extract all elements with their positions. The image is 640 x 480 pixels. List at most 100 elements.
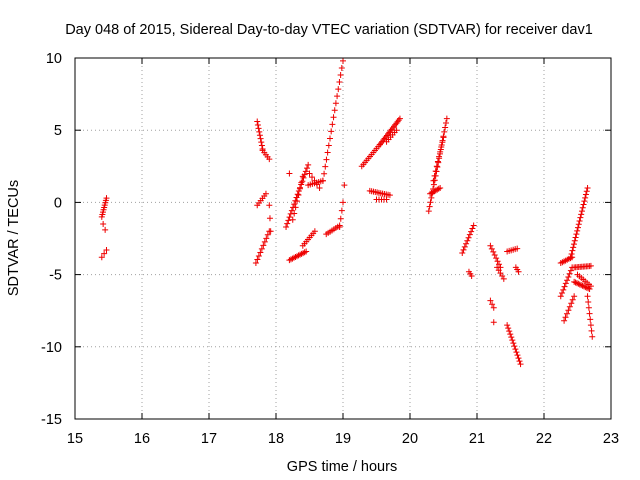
data-point <box>322 163 329 170</box>
data-point <box>340 57 346 64</box>
data-point <box>255 125 262 132</box>
data-point <box>316 184 323 191</box>
data-point <box>568 300 575 307</box>
data-point <box>264 231 271 238</box>
data-point <box>569 247 576 254</box>
data-point <box>396 115 403 122</box>
data-point <box>101 250 108 257</box>
data-point <box>103 247 110 254</box>
data-point <box>569 296 576 303</box>
data-point <box>284 220 291 227</box>
data-point <box>311 228 318 235</box>
data-point <box>433 163 440 170</box>
data-point <box>587 283 594 290</box>
data-point <box>262 190 269 197</box>
data-point <box>260 242 267 249</box>
data-point <box>562 314 569 321</box>
data-point <box>576 281 583 288</box>
data-point <box>258 142 265 149</box>
data-point <box>324 149 331 156</box>
data-point <box>487 297 494 304</box>
data-point <box>289 216 296 223</box>
data-point <box>266 215 273 222</box>
data-point <box>332 100 339 107</box>
data-point <box>294 191 301 198</box>
data-point <box>337 71 344 78</box>
data-point <box>589 333 596 340</box>
data-point <box>561 317 568 324</box>
data-point <box>560 286 567 293</box>
x-tick-label: 20 <box>402 431 418 447</box>
x-axis-label: GPS time / hours <box>287 459 397 475</box>
data-point <box>588 327 595 334</box>
data-point <box>427 199 434 206</box>
data-point <box>500 275 507 282</box>
data-point <box>514 352 521 359</box>
data-point <box>517 361 524 368</box>
data-point <box>571 293 578 300</box>
data-point <box>575 221 582 228</box>
x-tick-label: 17 <box>201 431 217 447</box>
data-point <box>567 254 574 261</box>
data-point <box>587 316 594 323</box>
data-point <box>587 322 594 329</box>
data-point <box>426 203 433 210</box>
data-point <box>566 303 573 310</box>
data-point <box>572 234 579 241</box>
data-point <box>468 273 475 280</box>
data-point <box>490 319 497 326</box>
data-point <box>577 214 584 221</box>
y-tick-label: 10 <box>46 51 62 67</box>
data-point <box>574 227 581 234</box>
data-point <box>326 135 333 142</box>
x-tick-label: 19 <box>335 431 351 447</box>
data-point <box>303 248 310 255</box>
data-point <box>98 254 105 261</box>
data-point <box>306 170 313 177</box>
x-tick-label: 15 <box>67 431 83 447</box>
data-point <box>256 132 263 139</box>
data-points <box>98 57 596 368</box>
data-point <box>386 192 393 199</box>
data-point <box>567 267 574 274</box>
data-point <box>487 242 494 249</box>
data-point <box>100 221 107 228</box>
data-point <box>302 168 309 175</box>
data-point <box>585 299 592 306</box>
data-point <box>258 139 265 146</box>
data-point <box>383 196 390 203</box>
data-point <box>466 231 473 238</box>
data-point <box>292 204 299 211</box>
data-point <box>582 191 589 198</box>
data-point <box>256 128 263 135</box>
data-point <box>441 128 448 135</box>
data-point <box>579 282 586 289</box>
data-point <box>494 258 501 265</box>
data-point <box>514 245 521 252</box>
data-point <box>582 284 589 291</box>
data-point <box>513 349 520 356</box>
data-point <box>584 293 591 300</box>
data-point <box>258 245 265 252</box>
data-point <box>103 195 110 202</box>
data-point <box>572 279 579 286</box>
data-point <box>329 121 336 128</box>
data-point <box>578 282 585 289</box>
data-point <box>515 355 522 362</box>
data-point <box>254 118 261 125</box>
data-point <box>295 191 302 198</box>
data-point <box>331 107 338 114</box>
data-point <box>341 182 348 189</box>
data-point <box>516 358 523 365</box>
data-point <box>340 199 346 206</box>
data-point <box>460 246 467 253</box>
data-point <box>576 217 583 224</box>
plot-frame <box>74 57 612 420</box>
data-point <box>509 337 516 344</box>
data-point <box>291 201 298 208</box>
data-point <box>568 250 575 257</box>
y-tick-label: 0 <box>54 195 62 211</box>
data-point <box>261 238 268 245</box>
data-point <box>102 226 109 233</box>
data-point <box>586 286 593 293</box>
